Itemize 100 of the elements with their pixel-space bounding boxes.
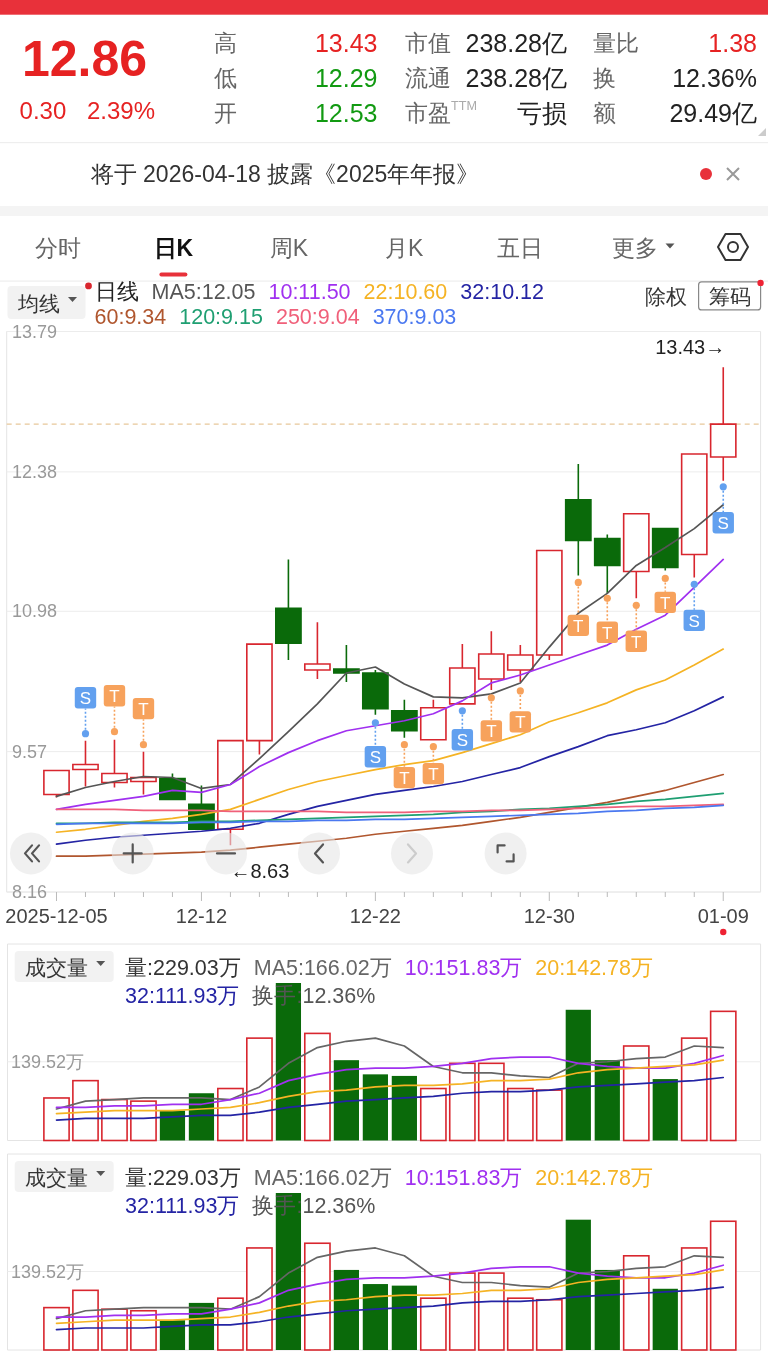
text: 周K <box>269 234 309 261</box>
text: 32:10.12 <box>460 280 544 305</box>
text: 32:111.93万 <box>125 984 240 1009</box>
text: 22:10.60 <box>363 280 448 305</box>
legend-title: 成交量 <box>24 1165 88 1188</box>
x-tick-label: 2025-12-05 <box>5 905 108 927</box>
candlestick <box>448 643 476 705</box>
text: 120:9.15 <box>179 305 263 330</box>
point <box>516 687 524 695</box>
category-label: 换 <box>593 65 616 92</box>
bar <box>391 1285 417 1350</box>
point <box>632 601 640 609</box>
candlestick <box>477 630 505 691</box>
text: 筹码 <box>708 284 751 308</box>
x-tick-label: 12-12 <box>175 905 228 927</box>
bar <box>709 1220 737 1351</box>
candlestick <box>217 739 244 847</box>
point <box>110 728 119 736</box>
y-tick-label: 9.57 <box>12 741 48 762</box>
candlestick <box>101 738 128 789</box>
text: S <box>79 688 92 708</box>
bar <box>333 1060 359 1141</box>
line-series <box>55 804 725 826</box>
bar <box>43 1097 70 1142</box>
bar <box>565 1009 591 1141</box>
text: 10:151.83万 <box>404 956 523 981</box>
category-label: 量比 <box>593 30 639 56</box>
candlestick <box>709 366 737 482</box>
point <box>487 694 495 702</box>
text: MA5:12.05 <box>151 280 256 305</box>
text: S <box>717 513 729 533</box>
legend-label: 日线 <box>94 280 139 305</box>
bar <box>709 1010 737 1142</box>
bar <box>535 1298 563 1351</box>
bar <box>506 1297 534 1351</box>
category-label: 市值 <box>405 30 451 56</box>
text: 32:111.93万 <box>125 1194 240 1219</box>
line-series <box>55 558 725 811</box>
text: 除权 <box>644 284 687 308</box>
text: T <box>486 721 497 741</box>
bar <box>448 1062 476 1142</box>
legend-title: 均线 <box>16 291 60 314</box>
candlestick <box>506 644 534 683</box>
x-tick-label: 12-30 <box>523 905 575 927</box>
annotation: 13.43→ <box>655 336 726 359</box>
candlestick <box>246 643 273 756</box>
text: T <box>515 712 526 732</box>
candlestick <box>361 669 389 716</box>
text: S <box>688 611 700 631</box>
text: 250:9.04 <box>275 305 360 330</box>
text: 20:142.78万 <box>535 956 653 981</box>
category-label: 开 <box>214 99 237 126</box>
text: 13.43 <box>314 29 378 57</box>
ref-line-label: 139.52万 <box>11 1261 85 1282</box>
annotation: ←8.63 <box>230 860 290 883</box>
y-tick-label: 12.38 <box>12 461 58 482</box>
bar <box>159 1320 186 1350</box>
candlestick <box>390 699 418 739</box>
text: 12.86 <box>22 31 148 87</box>
point <box>429 743 437 751</box>
bar <box>594 1060 620 1141</box>
text: 量:229.03万 <box>125 1166 241 1191</box>
candlestick <box>651 527 679 572</box>
bar <box>565 1219 591 1350</box>
text: 日K <box>153 234 194 261</box>
text: T <box>399 768 410 788</box>
category-label: 低 <box>214 65 237 92</box>
text: MA5:166.02万 <box>253 1166 392 1191</box>
text: 238.28亿 <box>465 64 567 93</box>
bar <box>362 1284 388 1350</box>
x-tick-label: 01-09 <box>697 905 749 927</box>
bar <box>506 1087 534 1142</box>
candlestick <box>535 549 563 661</box>
text: 12.53 <box>314 98 378 127</box>
bar <box>652 1288 678 1350</box>
text: 370:9.03 <box>372 305 457 330</box>
legend-title: 成交量 <box>24 955 88 978</box>
bar <box>477 1062 505 1142</box>
text: T <box>602 623 613 643</box>
text: 将于 2026-04-18 披露《2025年年报》 <box>89 161 480 187</box>
bar <box>333 1269 359 1350</box>
candlestick <box>680 453 708 579</box>
text: 1.38 <box>708 29 757 57</box>
bar <box>535 1089 563 1142</box>
candlestick <box>622 512 650 600</box>
text: 10:11.50 <box>268 280 351 305</box>
category-label: 高 <box>214 30 237 56</box>
candlestick <box>43 769 70 799</box>
bar <box>246 1037 273 1142</box>
text: 亏损 <box>517 98 567 127</box>
text: 月K <box>385 234 425 261</box>
bar <box>477 1272 505 1351</box>
text: 分时 <box>35 234 81 261</box>
text: 238.28亿 <box>465 29 567 57</box>
text: 29.49亿 <box>669 98 757 127</box>
legend-label: T <box>138 699 149 719</box>
point <box>690 580 698 588</box>
point <box>458 707 466 715</box>
text: 更多 <box>612 234 658 261</box>
candlestick <box>593 533 621 595</box>
